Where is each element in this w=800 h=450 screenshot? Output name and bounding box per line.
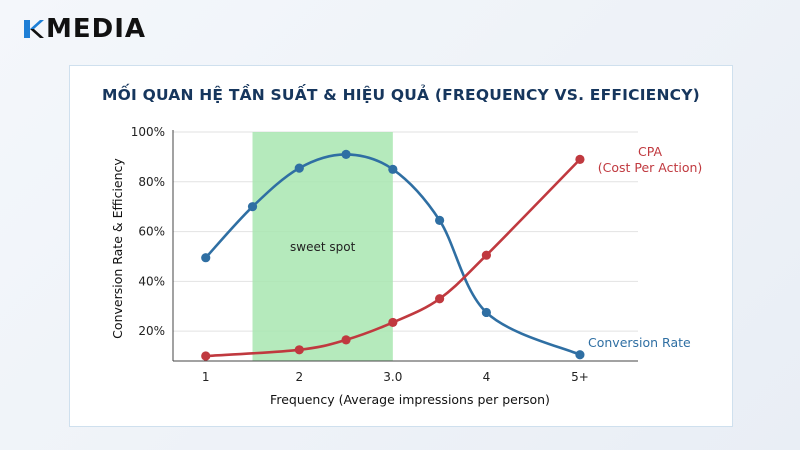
y-tick-label: 80% — [138, 175, 165, 189]
conversion-rate-point — [247, 202, 258, 212]
y-tick-label: 60% — [138, 225, 165, 239]
line-chart: sweet spot 20% 40% 60% 80% 100% 1 2 3.0 4 5+ Fre… — [110, 125, 703, 407]
cpa-point — [294, 345, 304, 355]
conversion-rate-point — [481, 307, 491, 318]
chart-card: MỐI QUAN HỆ TẦN SUẤT & HIỆU QUẢ (FREQUEN… — [69, 65, 733, 427]
conversion-rate-point — [201, 253, 211, 263]
x-tick-label: 1 — [202, 370, 210, 384]
sweet-spot-label: sweet spot — [290, 240, 356, 254]
conversion-rate-point — [294, 163, 304, 173]
conversion-rate-label: Conversion Rate — [588, 335, 691, 350]
cpa-point — [575, 154, 585, 164]
cpa-point — [341, 335, 351, 345]
x-tick-label: 3.0 — [383, 370, 402, 384]
cpa-point — [201, 351, 211, 361]
x-tick-label: 5+ — [571, 370, 589, 384]
cpa-point — [481, 250, 491, 260]
conversion-rate-point — [435, 215, 445, 225]
brand-k-icon — [24, 20, 44, 38]
conversion-rate-point — [575, 350, 585, 360]
y-axis-label: Conversion Rate & Efficiency — [110, 158, 125, 339]
x-tick-label: 2 — [295, 370, 303, 384]
chart-title: MỐI QUAN HỆ TẦN SUẤT & HIỆU QUẢ (FREQUEN… — [102, 86, 700, 104]
brand-logo: MEDIA — [22, 14, 146, 44]
x-axis-label: Frequency (Average impressions per perso… — [270, 392, 550, 407]
cpa-point — [388, 317, 398, 328]
y-tick-label: 20% — [138, 324, 165, 338]
sweet-spot-region — [252, 132, 393, 361]
y-tick-label: 40% — [138, 274, 165, 288]
brand-name: MEDIA — [46, 14, 147, 44]
conversion-rate-point — [388, 164, 398, 174]
cpa-label: CPA (Cost Per Action) — [598, 144, 703, 175]
y-tick-label: 100% — [131, 125, 165, 139]
conversion-rate-point — [341, 149, 351, 160]
x-tick-label: 4 — [483, 370, 491, 384]
cpa-point — [435, 294, 445, 304]
